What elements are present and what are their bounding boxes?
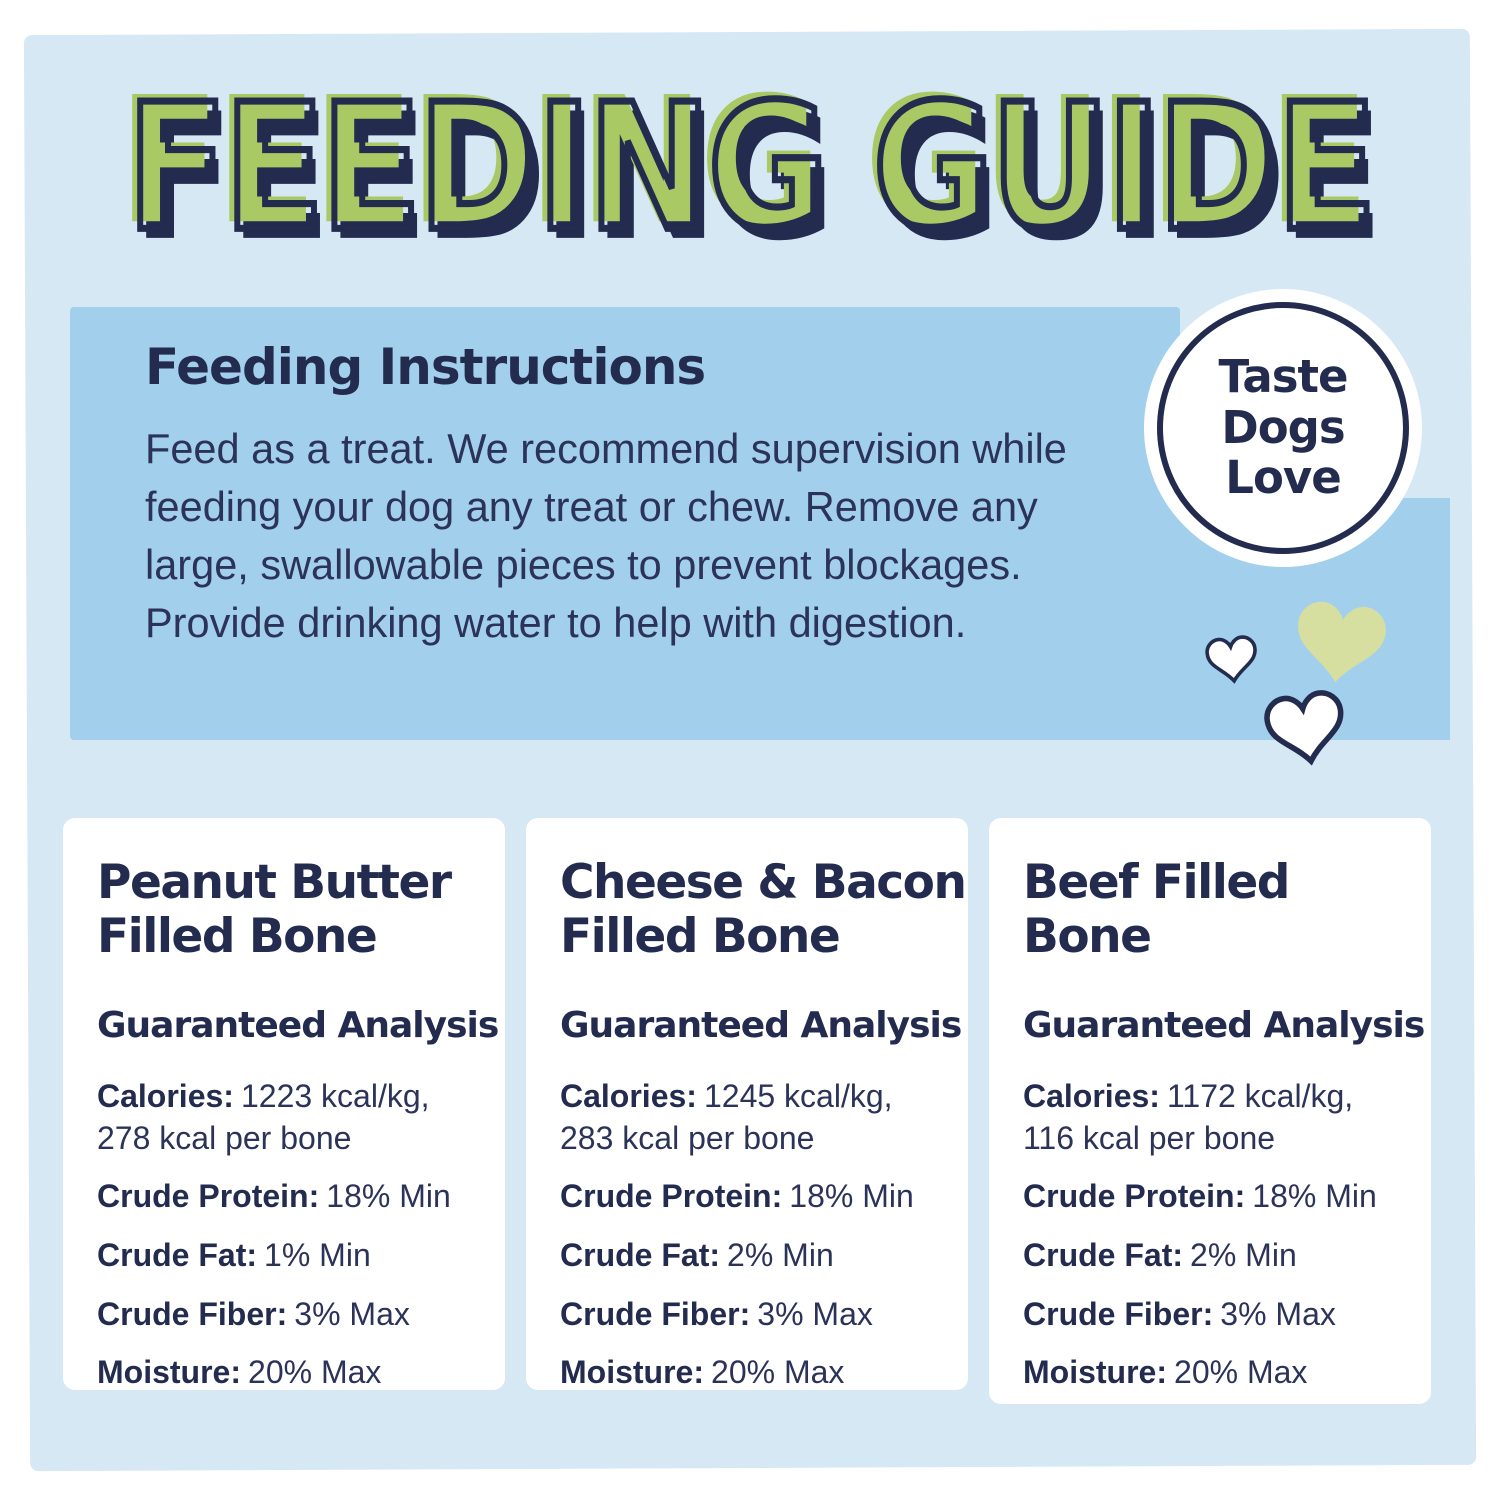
analysis-row-fat: Crude Fat: 2% Min bbox=[560, 1236, 834, 1273]
product-name-line-1: Cheese & Bacon bbox=[560, 855, 967, 910]
small-white-heart-icon bbox=[1205, 635, 1257, 684]
analysis-row-moisture: Moisture: 20% Max bbox=[560, 1354, 845, 1391]
analysis-row-protein: Crude Protein: 18% Min bbox=[97, 1178, 451, 1215]
product-card-beef: Beef Filled Bone Guaranteed Analysis Cal… bbox=[989, 818, 1431, 1404]
product-name-line-2: Filled Bone bbox=[560, 908, 841, 964]
product-name-line-2: Filled Bone bbox=[97, 908, 378, 964]
product-name-line-1: Beef Filled bbox=[1023, 855, 1290, 910]
analysis-row-calories: Calories: 1172 kcal/kg, 116 kcal per bone bbox=[1023, 1078, 1354, 1156]
analysis-row-protein: Crude Protein: 18% Min bbox=[560, 1178, 914, 1215]
guaranteed-analysis-heading: Guaranteed Analysis bbox=[560, 1005, 962, 1047]
product-card-cheese-bacon: Cheese & Bacon Filled Bone Guaranteed An… bbox=[526, 818, 968, 1390]
large-white-heart-icon bbox=[1264, 690, 1344, 766]
guaranteed-analysis-heading: Guaranteed Analysis bbox=[97, 1005, 499, 1047]
product-name-line-1: Peanut Butter bbox=[97, 855, 452, 910]
analysis-rows: Calories: 1172 kcal/kg, 116 kcal per bone… bbox=[1023, 1076, 1397, 1394]
page-title-shadow-layer: FEEDING GUIDE bbox=[132, 76, 1384, 280]
product-name: Beef Filled Bone bbox=[1023, 856, 1397, 963]
badge-ring: Taste Dogs Love bbox=[1157, 302, 1409, 554]
product-name: Cheese & Bacon Filled Bone bbox=[560, 855, 967, 964]
product-name: Peanut Butter Filled Bone bbox=[97, 856, 471, 963]
guaranteed-analysis-heading: Guaranteed Analysis bbox=[1023, 1005, 1425, 1047]
product-name-line-2: Bone bbox=[1023, 908, 1152, 964]
green-heart-icon bbox=[1298, 601, 1386, 683]
page-title-outline-layer: FEEDING GUIDE bbox=[124, 63, 1381, 273]
feeding-instructions-box bbox=[70, 307, 1180, 740]
feeding-instructions-heading: Feeding Instructions bbox=[145, 338, 706, 396]
badge-line-2: Dogs bbox=[1221, 400, 1345, 454]
analysis-row-fiber: Crude Fiber: 3% Max bbox=[1023, 1295, 1336, 1332]
analysis-row-fiber: Crude Fiber: 3% Max bbox=[560, 1295, 873, 1332]
product-card-peanut-butter: Peanut Butter Filled Bone Guaranteed Ana… bbox=[63, 818, 505, 1390]
feeding-instructions-text: Feed as a treat. We recommend supervisio… bbox=[145, 425, 1067, 647]
analysis-row-protein: Crude Protein: 18% Min bbox=[1023, 1178, 1377, 1215]
badge-line-1: Taste bbox=[1218, 350, 1348, 404]
analysis-rows: Calories: 1245 kcal/kg, 283 kcal per bone… bbox=[560, 1076, 934, 1394]
analysis-rows: Calories: 1223 kcal/kg, 278 kcal per bone… bbox=[97, 1076, 471, 1394]
page-title-fill-layer: FEEDING GUIDE bbox=[118, 59, 1370, 263]
analysis-row-moisture: Moisture: 20% Max bbox=[1023, 1354, 1308, 1391]
taste-dogs-love-badge: Taste Dogs Love bbox=[1144, 289, 1422, 567]
analysis-row-calories: Calories: 1223 kcal/kg, 278 kcal per bone bbox=[97, 1078, 430, 1156]
badge-line-3: Love bbox=[1225, 451, 1341, 505]
analysis-row-calories: Calories: 1245 kcal/kg, 283 kcal per bone bbox=[560, 1078, 893, 1156]
analysis-row-fat: Crude Fat: 2% Min bbox=[1023, 1236, 1297, 1273]
analysis-row-fat: Crude Fat: 1% Min bbox=[97, 1236, 371, 1273]
analysis-row-moisture: Moisture: 20% Max bbox=[97, 1354, 382, 1391]
analysis-row-fiber: Crude Fiber: 3% Max bbox=[97, 1295, 410, 1332]
page-title: FEEDING GUIDE FEEDING GUIDE FEEDING GUID… bbox=[0, 60, 1500, 298]
